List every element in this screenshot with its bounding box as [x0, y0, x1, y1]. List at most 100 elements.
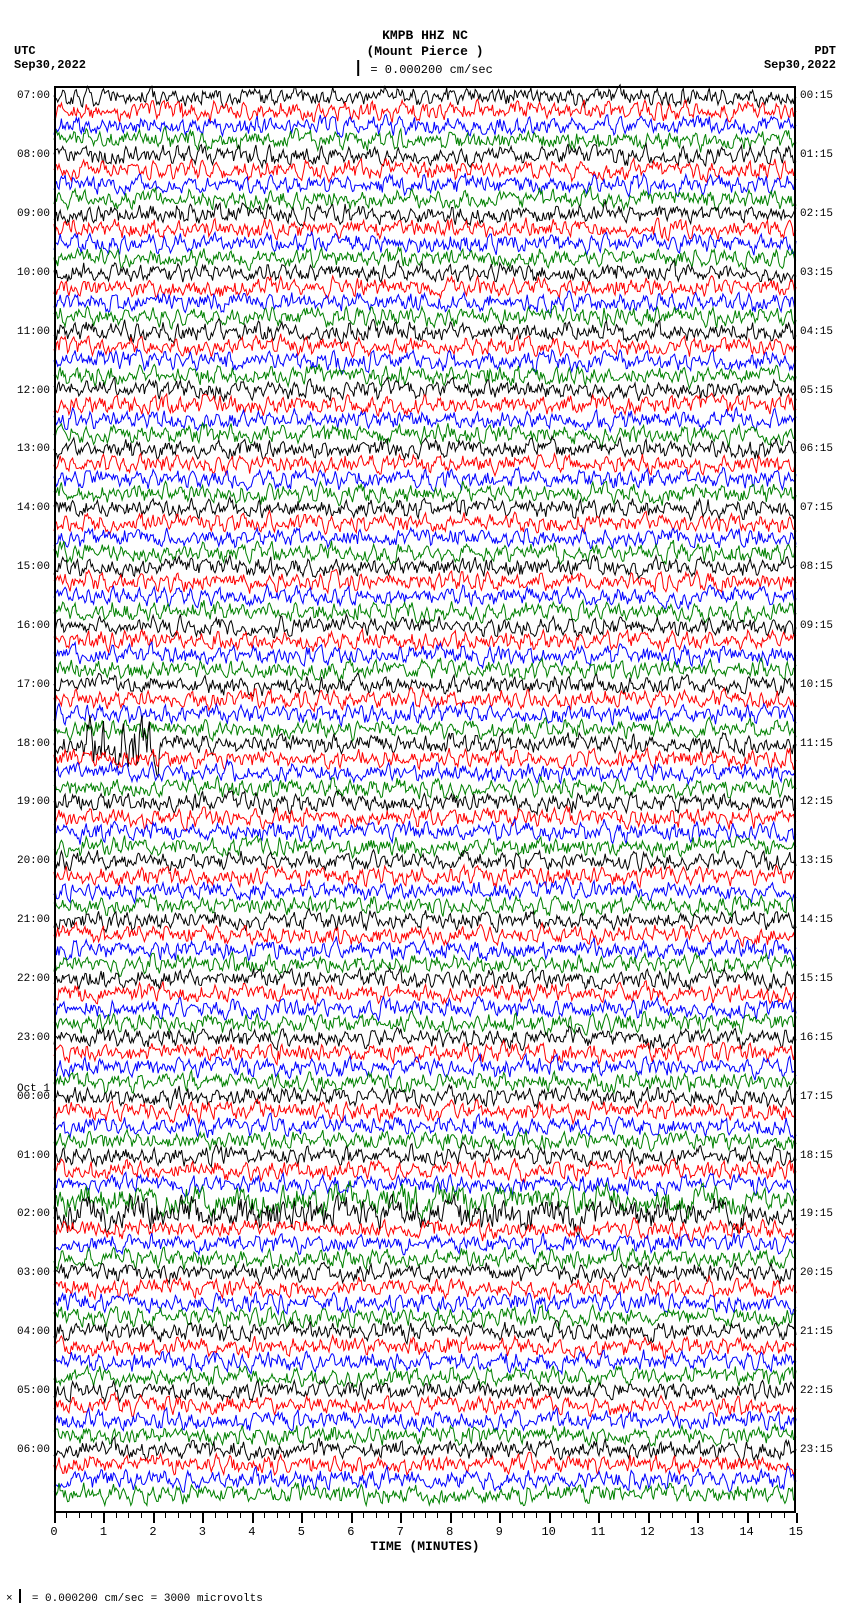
utc-hour-label: 06:00 — [17, 1444, 50, 1456]
pdt-hour-label: 00:15 — [800, 90, 833, 102]
pdt-hour-label: 11:15 — [800, 738, 833, 750]
seismic-trace — [54, 760, 796, 784]
seismic-trace — [54, 1071, 796, 1094]
utc-hour-label: 14:00 — [17, 502, 50, 514]
station-location: (Mount Pierce ) — [366, 44, 483, 59]
scale-text: = 0.000200 cm/sec — [363, 63, 493, 77]
trace-canvas — [54, 86, 796, 1513]
x-tick-major — [697, 1513, 699, 1523]
pdt-hour-label: 19:15 — [800, 1208, 833, 1220]
seismic-trace — [54, 305, 796, 329]
x-tick-label: 6 — [347, 1525, 354, 1539]
pdt-hour-label: 04:15 — [800, 326, 833, 338]
utc-hour-label: 09:00 — [17, 208, 50, 220]
pdt-hour-label: 08:15 — [800, 561, 833, 573]
x-tick-minor — [660, 1513, 661, 1518]
x-tick-major — [400, 1513, 402, 1523]
seismic-trace — [54, 291, 796, 313]
seismic-trace — [54, 791, 796, 815]
x-tick-minor — [79, 1513, 80, 1518]
x-tick-major — [450, 1513, 452, 1523]
pdt-hour-label: 03:15 — [800, 267, 833, 279]
header: KMPB HHZ NC (Mount Pierce ) = 0.000200 c… — [0, 0, 850, 80]
x-tick-label: 13 — [690, 1525, 704, 1539]
station-code: KMPB HHZ NC — [382, 28, 468, 43]
seismic-trace — [54, 1262, 796, 1285]
seismic-trace — [54, 1305, 796, 1329]
x-tick-label: 11 — [591, 1525, 605, 1539]
x-tick-minor — [413, 1513, 414, 1518]
utc-hour-label: 12:00 — [17, 385, 50, 397]
x-tick-minor — [178, 1513, 179, 1518]
x-tick-minor — [561, 1513, 562, 1518]
seismic-trace — [54, 202, 796, 227]
utc-hour-label: 17:00 — [17, 679, 50, 691]
footer-text: = 0.000200 cm/sec = 3000 microvolts — [25, 1593, 263, 1605]
seismic-trace — [54, 1320, 796, 1343]
seismic-trace — [54, 247, 796, 271]
x-tick-minor — [536, 1513, 537, 1518]
seismic-trace — [54, 1085, 796, 1109]
helicorder-plot: 07:0000:1508:0001:1509:0002:1510:0003:15… — [54, 86, 796, 1513]
x-tick-minor — [116, 1513, 117, 1518]
x-tick-minor — [326, 1513, 327, 1518]
seismic-trace — [54, 1247, 796, 1269]
x-tick-minor — [376, 1513, 377, 1518]
seismic-trace — [54, 1483, 796, 1506]
x-tick-minor — [66, 1513, 67, 1518]
seismic-trace — [54, 748, 796, 770]
x-tick-major — [252, 1513, 254, 1523]
footer-scale: × = 0.000200 cm/sec = 3000 microvolts — [6, 1591, 263, 1605]
scale-bar-icon — [357, 60, 359, 76]
x-tick-minor — [227, 1513, 228, 1518]
x-tick-label: 14 — [739, 1525, 753, 1539]
x-tick-major — [499, 1513, 501, 1523]
x-axis: TIME (MINUTES) 0123456789101112131415 — [54, 1513, 796, 1553]
x-tick-minor — [165, 1513, 166, 1518]
utc-hour-label: 23:00 — [17, 1032, 50, 1044]
seismic-trace — [54, 1041, 796, 1065]
seismic-trace — [54, 585, 796, 609]
utc-hour-label: 02:00 — [17, 1208, 50, 1220]
x-tick-minor — [338, 1513, 339, 1518]
x-tick-label: 3 — [199, 1525, 206, 1539]
pdt-hour-label: 12:15 — [800, 796, 833, 808]
seismic-trace — [54, 1172, 796, 1197]
date-left-label: Sep30,2022 — [14, 58, 86, 72]
x-tick-minor — [314, 1513, 315, 1518]
pdt-hour-label: 01:15 — [800, 149, 833, 161]
x-tick-minor — [611, 1513, 612, 1518]
x-tick-minor — [128, 1513, 129, 1518]
seismic-trace — [54, 364, 796, 389]
x-tick-major — [796, 1513, 798, 1523]
x-tick-major — [202, 1513, 204, 1523]
x-tick-major — [598, 1513, 600, 1523]
date-right-label: Sep30,2022 — [764, 58, 836, 72]
seismic-trace — [54, 114, 796, 137]
seismic-trace — [54, 819, 796, 845]
pdt-hour-label: 09:15 — [800, 620, 833, 632]
x-tick-major — [103, 1513, 105, 1523]
seismic-trace — [54, 642, 796, 668]
utc-hour-label: 10:00 — [17, 267, 50, 279]
pdt-hour-label: 23:15 — [800, 1444, 833, 1456]
seismic-trace — [54, 952, 796, 976]
x-tick-label: 15 — [789, 1525, 803, 1539]
seismic-trace — [54, 1393, 796, 1418]
pdt-hour-label: 14:15 — [800, 914, 833, 926]
x-tick-minor — [91, 1513, 92, 1518]
x-tick-minor — [672, 1513, 673, 1518]
seismic-trace — [54, 186, 796, 210]
pdt-hour-label: 10:15 — [800, 679, 833, 691]
x-tick-major — [153, 1513, 155, 1523]
pdt-hour-label: 02:15 — [800, 208, 833, 220]
x-tick-label: 12 — [640, 1525, 654, 1539]
utc-hour-label: 04:00 — [17, 1326, 50, 1338]
seismic-trace — [54, 528, 796, 549]
x-tick-minor — [573, 1513, 574, 1518]
x-tick-minor — [425, 1513, 426, 1518]
x-tick-minor — [190, 1513, 191, 1518]
pdt-hour-label: 18:15 — [800, 1150, 833, 1162]
x-tick-minor — [771, 1513, 772, 1518]
seismic-trace — [54, 218, 796, 241]
